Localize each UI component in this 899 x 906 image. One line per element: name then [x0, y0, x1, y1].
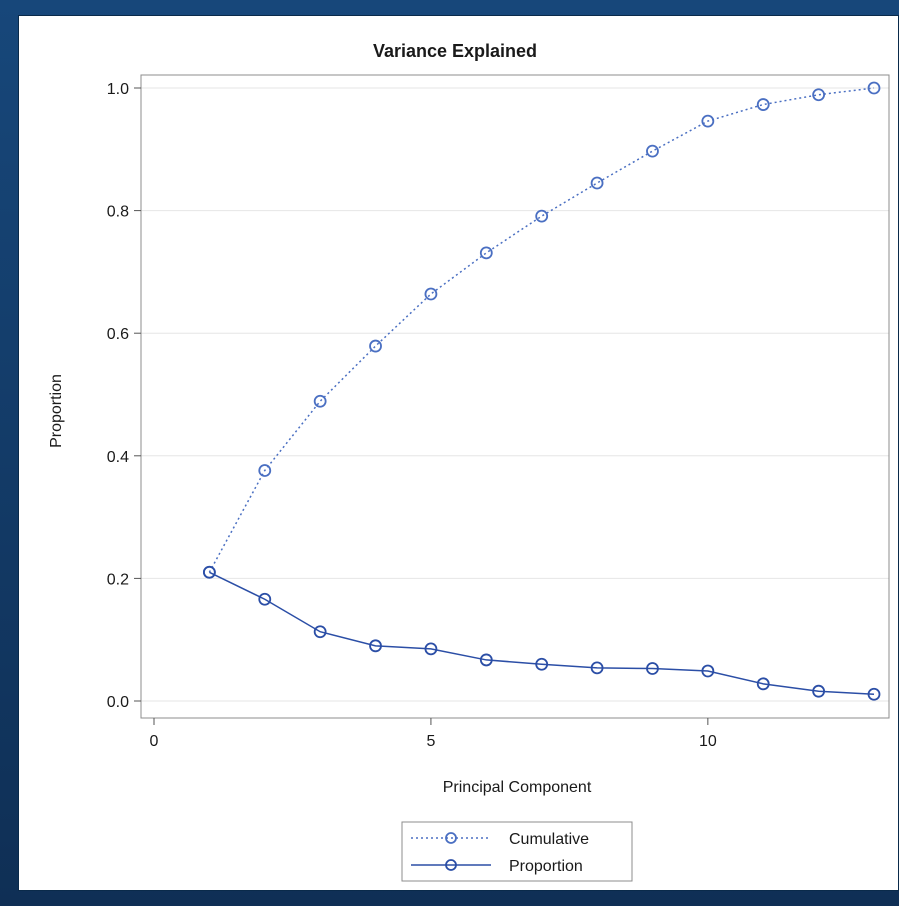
y-tick-label: 0.0	[107, 694, 129, 711]
y-axis: 0.0 0.2 0.4 0.6 0.8 1.0	[107, 81, 141, 711]
x-tick-label: 5	[426, 733, 435, 750]
cumulative-point	[758, 99, 769, 110]
legend-proportion-label: Proportion	[509, 858, 583, 875]
chart-panel: Variance Explained 0.0 0.2 0.4 0.6 0.8 1.0 0 5…	[18, 15, 899, 891]
legend-cumulative-label: Cumulative	[509, 831, 589, 848]
series-layer	[204, 83, 880, 700]
cumulative-point	[425, 288, 436, 299]
gridlines	[141, 88, 889, 701]
y-tick-label: 1.0	[107, 81, 129, 98]
cumulative-point	[370, 341, 381, 352]
plot-area-frame	[141, 75, 889, 718]
proportion-series-line	[209, 572, 874, 694]
variance-chart: Variance Explained 0.0 0.2 0.4 0.6 0.8 1.0 0 5…	[19, 16, 899, 892]
cumulative-point	[315, 396, 326, 407]
cumulative-point	[647, 146, 658, 157]
y-tick-label: 0.6	[107, 326, 129, 343]
y-tick-label: 0.2	[107, 571, 129, 588]
cumulative-point	[481, 247, 492, 258]
y-tick-label: 0.4	[107, 449, 129, 466]
legend: Cumulative Proportion	[402, 822, 632, 881]
x-tick-label: 10	[699, 733, 717, 750]
x-tick-label: 0	[150, 733, 159, 750]
cumulative-series-line	[209, 88, 874, 572]
x-axis: 0 5 10	[150, 718, 717, 750]
x-axis-label: Principal Component	[443, 779, 592, 796]
chart-title: Variance Explained	[373, 41, 537, 61]
cumulative-point	[592, 178, 603, 189]
cumulative-point	[536, 211, 547, 222]
y-axis-label: Proportion	[48, 374, 65, 448]
y-tick-label: 0.8	[107, 204, 129, 221]
